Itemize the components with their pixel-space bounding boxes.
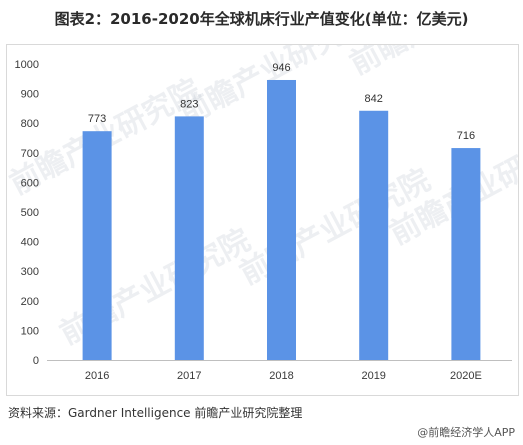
chart-panel: 前瞻产业研究院前瞻产业研究院前瞻产业研究院前瞻产业研究院前瞻产业研究院前瞻产业研… <box>6 44 519 396</box>
y-tick-label: 900 <box>21 89 39 101</box>
x-tick-label: 2016 <box>85 370 109 382</box>
bar-2018 <box>267 79 296 360</box>
x-tick-label: 2020E <box>450 370 482 382</box>
bar-chart: 前瞻产业研究院前瞻产业研究院前瞻产业研究院前瞻产业研究院前瞻产业研究院前瞻产业研… <box>7 45 518 382</box>
chart-title: 图表2：2016-2020年全球机床行业产值变化(单位：亿美元) <box>54 10 469 28</box>
y-tick-label: 600 <box>21 177 39 189</box>
watermark-text: 前瞻产业研究院 <box>344 45 518 82</box>
y-tick-label: 500 <box>21 207 39 219</box>
bars-layer: 773 823 946 842 716 <box>82 62 481 360</box>
x-tick-label: 2018 <box>269 370 293 382</box>
y-tick-label: 100 <box>21 325 39 337</box>
bar-value-label: 842 <box>365 93 383 105</box>
x-tick-label: 2019 <box>361 370 385 382</box>
bar-2019 <box>359 110 389 360</box>
bar-value-label: 946 <box>272 62 290 74</box>
source-note: 资料来源：Gardner Intelligence 前瞻产业研究院整理 <box>8 406 303 420</box>
footer-credit: @前瞻经济学人APP <box>417 426 515 439</box>
bar-2020E <box>451 148 481 360</box>
y-tick-label: 700 <box>21 148 39 160</box>
bar-2016 <box>82 131 112 360</box>
bar-value-label: 716 <box>457 130 475 142</box>
y-tick-label: 300 <box>21 266 39 278</box>
y-tick-label: 800 <box>21 118 39 130</box>
y-tick-label: 0 <box>33 355 39 367</box>
x-axis: 2016 2017 2018 2019 2020E <box>47 360 512 382</box>
y-tick-label: 1000 <box>15 59 39 71</box>
bar-2017 <box>174 116 204 360</box>
y-axis: 0 100 200 300 400 500 600 700 800 900 1000 <box>15 59 39 367</box>
x-tick-label: 2017 <box>177 370 201 382</box>
bar-value-label: 823 <box>180 98 198 110</box>
y-tick-label: 400 <box>21 237 39 249</box>
bar-value-label: 773 <box>88 113 106 125</box>
y-tick-label: 200 <box>21 296 39 308</box>
